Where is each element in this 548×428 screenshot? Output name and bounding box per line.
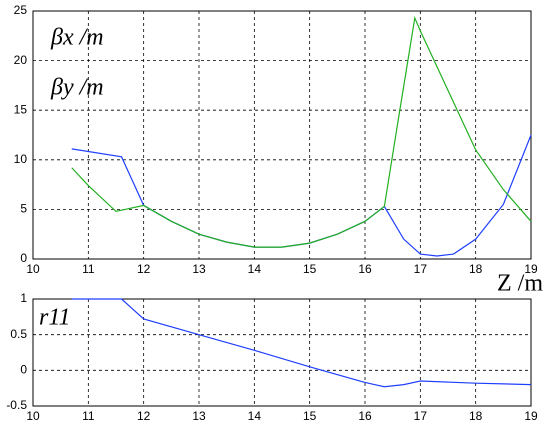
x-tick-label: 15 bbox=[303, 262, 317, 276]
x-tick-label: 10 bbox=[26, 409, 40, 423]
plot-area bbox=[33, 11, 531, 259]
x-tick-label: 19 bbox=[524, 409, 538, 423]
annotation: r11 bbox=[39, 305, 71, 331]
plot-area bbox=[33, 299, 531, 406]
x-tick-label: 13 bbox=[192, 409, 206, 423]
y-tick-label: 20 bbox=[14, 53, 28, 67]
y-tick-label: 5 bbox=[20, 202, 27, 216]
x-tick-label: 18 bbox=[469, 409, 483, 423]
y-tick-label: 15 bbox=[14, 102, 28, 116]
x-axis-label: Z /m bbox=[497, 271, 543, 297]
x-tick-label: 13 bbox=[192, 262, 206, 276]
x-tick-label: 11 bbox=[82, 409, 95, 423]
x-tick-label: 17 bbox=[414, 409, 428, 423]
x-tick-label: 15 bbox=[303, 409, 317, 423]
legend-label: βx /m bbox=[50, 25, 104, 51]
line bbox=[71, 298, 532, 388]
y-tick-label: 0.5 bbox=[10, 327, 27, 341]
x-tick-label: 11 bbox=[82, 262, 95, 276]
y-tick-label: 25 bbox=[14, 3, 28, 17]
legend-label: βy /m bbox=[50, 75, 104, 101]
x-tick-label: 14 bbox=[248, 409, 262, 423]
x-tick-label: 10 bbox=[26, 262, 40, 276]
x-tick-label: 16 bbox=[358, 262, 372, 276]
y-tick-label: -0.5 bbox=[6, 398, 27, 412]
y-tick-label: 0 bbox=[20, 363, 27, 377]
x-tick-label: 12 bbox=[137, 409, 151, 423]
x-tick-label: 17 bbox=[414, 262, 428, 276]
x-tick-label: 19 bbox=[524, 262, 538, 276]
x-tick-label: 16 bbox=[358, 409, 372, 423]
x-tick-label: 14 bbox=[248, 262, 262, 276]
line bbox=[71, 15, 532, 248]
y-tick-label: 0 bbox=[20, 251, 27, 265]
x-tick-label: 18 bbox=[469, 262, 483, 276]
y-tick-label: 10 bbox=[14, 152, 28, 166]
x-tick-label: 12 bbox=[137, 262, 151, 276]
plot-frame bbox=[32, 298, 532, 407]
y-tick-label: 1 bbox=[20, 291, 27, 305]
